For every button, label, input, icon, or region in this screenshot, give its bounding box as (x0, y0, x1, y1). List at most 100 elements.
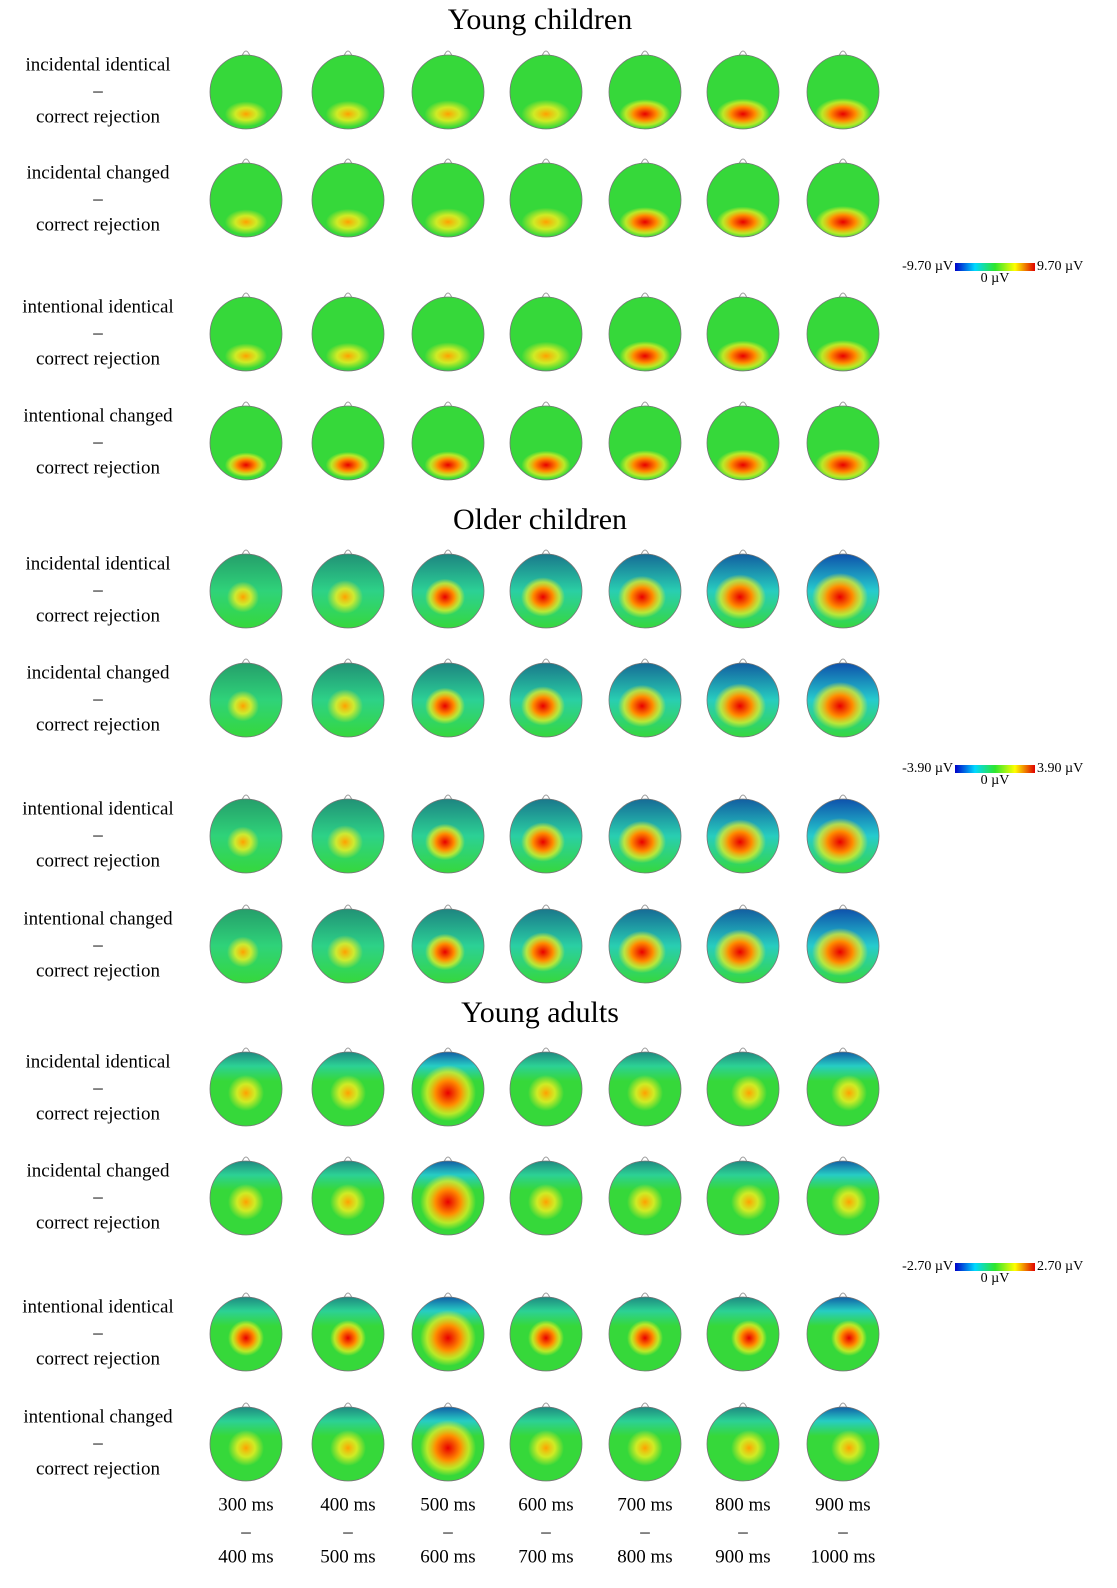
condition-dash: – (92, 80, 103, 101)
head-outline (411, 1160, 485, 1236)
topomap-blob (425, 823, 465, 861)
head-outline (706, 1160, 780, 1236)
topomap-blob (618, 820, 666, 864)
nose (541, 658, 551, 665)
condition-label: correct rejection (36, 714, 160, 735)
topomap-fill (609, 163, 681, 237)
topomap-fill (412, 799, 484, 873)
topomap-fill (707, 1297, 779, 1371)
topomap (311, 904, 385, 984)
topomap (608, 158, 682, 238)
nose (738, 1292, 748, 1299)
topomap-fill (807, 163, 879, 237)
topomap-fill (807, 1052, 879, 1126)
condition-dash: – (92, 322, 103, 343)
time-dash: – (442, 1521, 453, 1542)
topomap-blob (425, 687, 465, 725)
topomap (706, 292, 780, 372)
head-outline (411, 662, 485, 738)
nose (241, 1402, 251, 1409)
topomap (706, 1156, 780, 1236)
head-outline (411, 908, 485, 984)
nose (640, 158, 650, 165)
topomap (706, 50, 780, 130)
nose (443, 549, 453, 556)
topomap-fill (312, 406, 384, 480)
topomap-fill (412, 1052, 484, 1126)
nose (640, 1292, 650, 1299)
topomap-blob (812, 573, 868, 621)
topomap (509, 549, 583, 629)
nose (541, 549, 551, 556)
topomap (411, 1047, 485, 1127)
topomap-blob (528, 1075, 564, 1111)
topomap-fill (412, 406, 484, 480)
condition-label: correct rejection (36, 214, 160, 235)
colorbar-max: 9.70 µV (1037, 259, 1083, 274)
topomap-fill (210, 663, 282, 737)
time-start: 400 ms (320, 1494, 375, 1515)
topomap-fill (510, 163, 582, 237)
time-end: 500 ms (320, 1546, 375, 1567)
topomap-blob (227, 826, 259, 858)
condition-dash: – (92, 1432, 103, 1453)
topomap (509, 158, 583, 238)
condition-label: correct rejection (36, 1348, 160, 1369)
topomap-blob (716, 98, 770, 129)
nose (343, 549, 353, 556)
head-outline (608, 162, 682, 238)
time-end: 900 ms (715, 1546, 770, 1567)
nose (443, 794, 453, 801)
condition-label: intentional changed (23, 1406, 173, 1427)
head-outline (209, 1296, 283, 1372)
head-outline (706, 1051, 780, 1127)
head-outline (706, 1406, 780, 1482)
nose (541, 1292, 551, 1299)
topomap-blob (619, 450, 671, 480)
topomap-fill (510, 297, 582, 371)
time-dash: – (737, 1521, 748, 1542)
nose (241, 50, 251, 57)
topomap-fill (609, 663, 681, 737)
topomap-blob (420, 1065, 476, 1121)
topomap (209, 1402, 283, 1482)
topomap-fill (707, 297, 779, 371)
nose (838, 1292, 848, 1299)
topomap-fill (210, 909, 282, 983)
topomap-fill (807, 1297, 879, 1371)
nose (443, 1292, 453, 1299)
topomap-fill (807, 663, 879, 737)
topomap-blob (731, 1075, 767, 1111)
condition-label: correct rejection (36, 605, 160, 626)
topomap-blob (521, 207, 571, 237)
topomap (311, 1292, 385, 1372)
time-start: 700 ms (617, 1494, 672, 1515)
head-outline (706, 662, 780, 738)
topomap-blob (731, 1184, 767, 1220)
nose (443, 401, 453, 408)
condition-dash: – (92, 688, 103, 709)
head-outline (608, 1051, 682, 1127)
topomap (209, 658, 283, 738)
topomap-blob (325, 208, 371, 236)
topomap-blob (627, 1075, 663, 1111)
condition-label: incidental changed (27, 1160, 170, 1181)
nose (241, 549, 251, 556)
nose (343, 1292, 353, 1299)
topomap (209, 1292, 283, 1372)
topomap (806, 292, 880, 372)
topomap (706, 158, 780, 238)
nose (343, 158, 353, 165)
nose (738, 1402, 748, 1409)
head-outline (706, 553, 780, 629)
topomap-blob (812, 682, 868, 730)
topomap (509, 794, 583, 874)
topomap-fill (707, 799, 779, 873)
colorbar (955, 1263, 1035, 1271)
topomap-blob (627, 1320, 663, 1356)
topomap-blob (716, 206, 770, 237)
topomap-fill (707, 1052, 779, 1126)
topomap-fill (807, 55, 879, 129)
topomap-fill (412, 55, 484, 129)
